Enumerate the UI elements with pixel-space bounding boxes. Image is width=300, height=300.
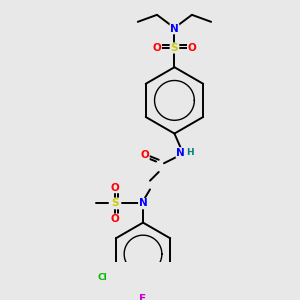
- Text: N: N: [170, 24, 179, 34]
- Text: H: H: [186, 148, 194, 157]
- Text: O: O: [111, 214, 119, 224]
- Text: O: O: [140, 149, 149, 160]
- Text: Cl: Cl: [97, 273, 107, 282]
- Text: S: S: [171, 43, 178, 53]
- Text: N: N: [176, 148, 185, 158]
- Text: N: N: [139, 198, 147, 208]
- Text: O: O: [111, 183, 119, 193]
- Text: O: O: [188, 43, 196, 53]
- Text: F: F: [140, 294, 147, 300]
- Text: O: O: [153, 43, 161, 53]
- Text: S: S: [111, 198, 119, 208]
